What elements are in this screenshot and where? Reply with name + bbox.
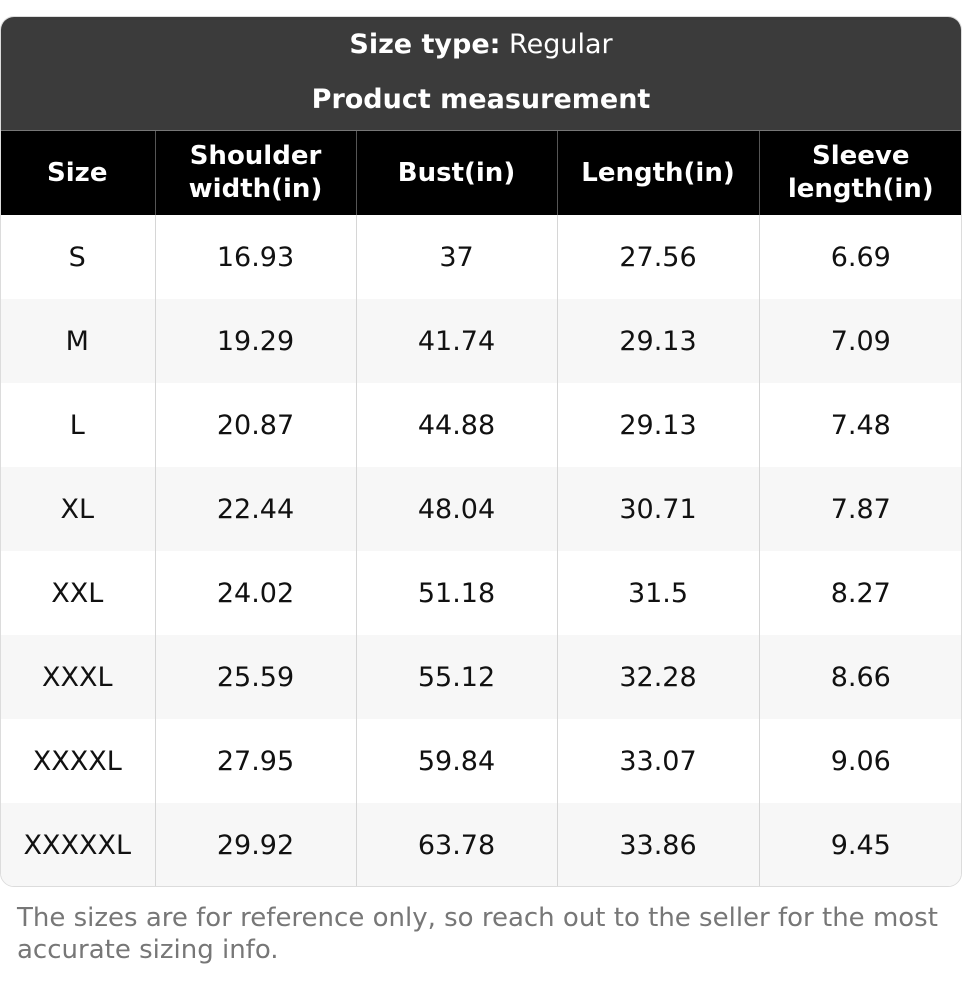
measurement-cell: 9.06 <box>758 719 961 803</box>
table-row: XL 22.44 48.04 30.71 7.87 <box>1 467 961 551</box>
measurement-cell: 51.18 <box>355 551 557 635</box>
column-header: Sleeve length(in) <box>758 130 961 215</box>
column-header: Size <box>1 130 155 215</box>
measurement-cell: 27.56 <box>556 215 759 299</box>
measurement-cell: 16.93 <box>154 215 356 299</box>
column-header-text: Sleeve <box>812 141 910 171</box>
size-cell: XXL <box>1 551 155 635</box>
table-row: XXXL 25.59 55.12 32.28 8.66 <box>1 635 961 719</box>
measurement-cell: 37 <box>355 215 557 299</box>
measurement-cell: 33.07 <box>556 719 759 803</box>
measurement-cell: 63.78 <box>355 803 557 886</box>
measurement-cell: 33.86 <box>556 803 759 886</box>
size-cell: XXXXXL <box>1 803 155 886</box>
size-type-line: Size type: Regular <box>1 17 961 62</box>
size-chart-card: Size type: Regular Product measurement S… <box>0 16 962 887</box>
measurement-cell: 24.02 <box>154 551 356 635</box>
title-band: Size type: Regular Product measurement <box>1 17 961 130</box>
size-cell: XXXL <box>1 635 155 719</box>
measurement-cell: 9.45 <box>758 803 961 886</box>
measurement-table: Size Shoulder width(in) Bust(in) Length(in) S… <box>1 130 961 886</box>
size-type-label: Size type: <box>349 29 501 60</box>
column-header-text: Length(in) <box>581 157 735 188</box>
column-header-text: Shoulder <box>189 141 322 171</box>
table-row: L 20.87 44.88 29.13 7.48 <box>1 383 961 467</box>
column-header: Bust(in) <box>355 130 557 215</box>
measurement-cell: 7.09 <box>758 299 961 383</box>
size-type-value: Regular <box>509 29 613 60</box>
table-body: S 16.93 37 27.56 6.69 M 19.29 41.74 29.13 7.09 L 20… <box>1 215 961 886</box>
size-cell: L <box>1 383 155 467</box>
measurement-cell: 20.87 <box>154 383 356 467</box>
measurement-cell: 7.48 <box>758 383 961 467</box>
column-header-text: Bust(in) <box>397 157 516 188</box>
measurement-cell: 44.88 <box>355 383 557 467</box>
measurement-cell: 59.84 <box>355 719 557 803</box>
measurement-cell: 6.69 <box>758 215 961 299</box>
measurement-cell: 25.59 <box>154 635 356 719</box>
measurement-cell: 55.12 <box>355 635 557 719</box>
header-row: Size Shoulder width(in) Bust(in) Length(in) S… <box>1 130 961 215</box>
table-header: Size Shoulder width(in) Bust(in) Length(in) S… <box>1 130 961 215</box>
measurement-cell: 48.04 <box>355 467 557 551</box>
size-cell: XXXXL <box>1 719 155 803</box>
table-row: XXXXXL 29.92 63.78 33.86 9.45 <box>1 803 961 886</box>
size-cell: M <box>1 299 155 383</box>
measurement-cell: 22.44 <box>154 467 356 551</box>
table-row: XXL 24.02 51.18 31.5 8.27 <box>1 551 961 635</box>
measurement-cell: 30.71 <box>556 467 759 551</box>
table-subtitle: Product measurement <box>311 84 651 115</box>
column-header: Length(in) <box>556 130 759 215</box>
measurement-cell: 19.29 <box>154 299 356 383</box>
measurement-cell: 7.87 <box>758 467 961 551</box>
table-row: M 19.29 41.74 29.13 7.09 <box>1 299 961 383</box>
size-cell: XL <box>1 467 155 551</box>
measurement-cell: 31.5 <box>556 551 759 635</box>
table-row: S 16.93 37 27.56 6.69 <box>1 215 961 299</box>
column-header-text: width(in) <box>188 174 323 204</box>
measurement-cell: 32.28 <box>556 635 759 719</box>
measurement-cell: 29.13 <box>556 299 759 383</box>
measurement-cell: 41.74 <box>355 299 557 383</box>
table-row: XXXXL 27.95 59.84 33.07 9.06 <box>1 719 961 803</box>
measurement-cell: 27.95 <box>154 719 356 803</box>
disclaimer-note: The sizes are for reference only, so rea… <box>17 903 938 965</box>
measurement-cell: 8.66 <box>758 635 961 719</box>
measurement-cell: 29.92 <box>154 803 356 886</box>
column-header: Shoulder width(in) <box>154 130 356 215</box>
size-cell: S <box>1 215 155 299</box>
column-header-text: length(in) <box>787 174 934 204</box>
measurement-cell: 8.27 <box>758 551 961 635</box>
column-header-text: Size <box>47 157 108 188</box>
measurement-cell: 29.13 <box>556 383 759 467</box>
